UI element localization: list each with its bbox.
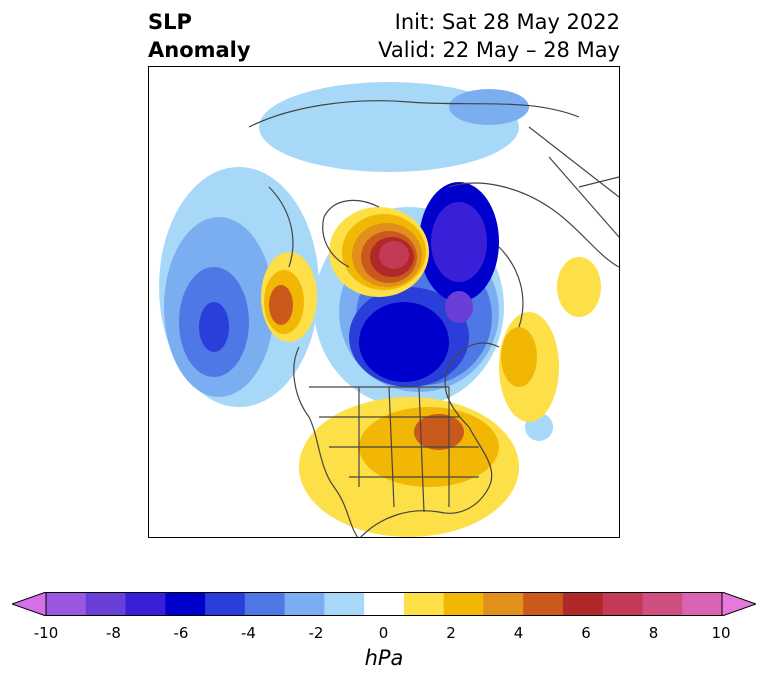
- colorbar-unit: hPa: [364, 646, 404, 670]
- colorbar-cell: [205, 592, 246, 616]
- colorbar-arrow-max: [721, 592, 756, 616]
- colorbar-cell: [284, 592, 325, 616]
- colorbar-cell: [46, 592, 87, 616]
- colorbar-tick-label: -10: [33, 624, 59, 642]
- positive-anomaly-field: [261, 207, 601, 537]
- colorbar-cell: [483, 592, 524, 616]
- colorbar-cell: [85, 592, 127, 616]
- colorbar-tick-label: 6: [581, 624, 591, 642]
- colorbar-cell: [523, 592, 564, 616]
- colorbar-cell: [443, 592, 484, 616]
- colorbar-cell: [682, 592, 723, 616]
- colorbar-cell: [165, 592, 206, 616]
- colorbar-cell: [324, 592, 365, 616]
- anomaly-map-svg: [159, 82, 619, 537]
- colorbar-cell: [125, 592, 166, 616]
- valid-range: Valid: 22 May – 28 May: [378, 38, 620, 62]
- anomaly-map: [148, 66, 620, 538]
- colorbar-tick-label: -2: [308, 624, 324, 642]
- coastlines: [248, 100, 619, 537]
- colorbar-cell: [602, 592, 643, 616]
- colorbar-cell: [562, 592, 604, 616]
- title-left: SLP Anomaly: [148, 8, 251, 64]
- colorbar-cells: [12, 592, 756, 616]
- title-anomaly: Anomaly: [148, 38, 251, 62]
- colorbar-tick-label: 8: [648, 624, 659, 642]
- title-variable: SLP: [148, 10, 192, 34]
- colorbar-cell: [244, 592, 286, 616]
- colorbar-cell: [642, 592, 683, 616]
- colorbar-tick-label: 2: [446, 624, 456, 642]
- colorbar-tick-label: -6: [173, 624, 189, 642]
- colorbar-tick-label: 0: [378, 624, 389, 642]
- colorbar-outline: [45, 592, 723, 616]
- colorbar-tick-label: -8: [106, 624, 121, 642]
- colorbar-cell: [403, 592, 445, 616]
- colorbar-ticks: -10 -8 -6 -4 -2 0 2 4 6 8 10: [0, 624, 768, 644]
- colorbar: [12, 592, 756, 616]
- colorbar-tick-label: -4: [241, 624, 256, 642]
- colorbar-cell: [364, 592, 405, 616]
- title-right: Init: Sat 28 May 2022 Valid: 22 May – 28…: [378, 8, 620, 64]
- colorbar-tick-label: 10: [711, 624, 731, 642]
- init-date: Init: Sat 28 May 2022: [394, 10, 620, 34]
- colorbar-tick-label: 4: [513, 624, 524, 642]
- colorbar-arrow-min: [12, 592, 47, 616]
